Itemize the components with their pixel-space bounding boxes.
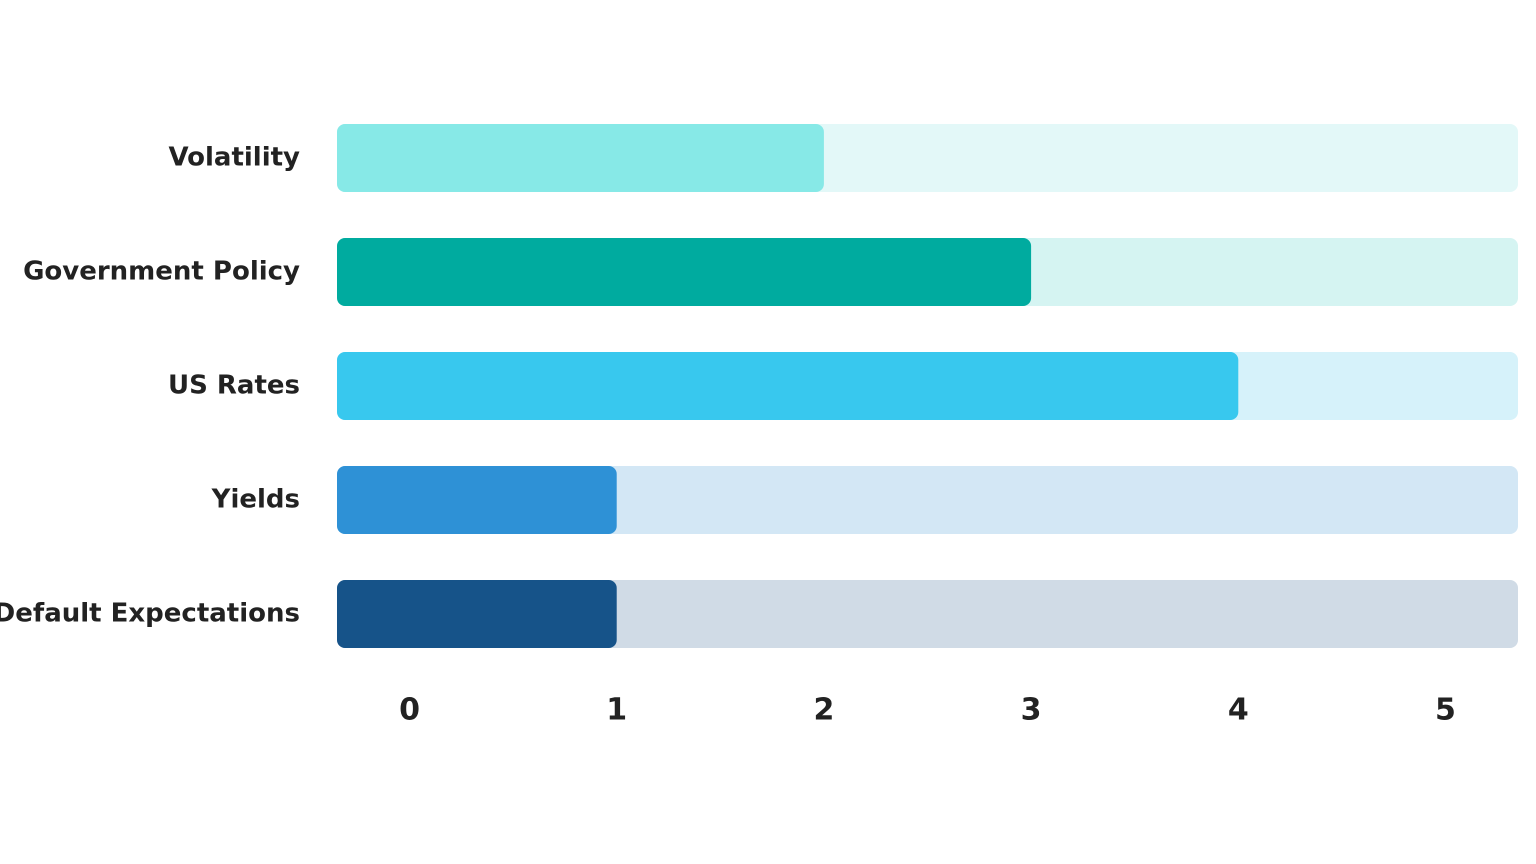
category-label: Default Expectations <box>0 599 300 629</box>
bar <box>337 466 617 534</box>
x-tick-label: 4 <box>1228 693 1249 728</box>
bar <box>337 124 824 192</box>
category-label: Yields <box>211 485 300 515</box>
bar <box>337 238 1032 306</box>
bar <box>337 580 617 648</box>
x-tick-label: 2 <box>813 693 834 728</box>
bar-track <box>337 466 1518 534</box>
category-label: Government Policy <box>23 257 300 287</box>
x-tick-label: 3 <box>1021 693 1042 728</box>
bar <box>337 352 1239 420</box>
bar-track <box>337 580 1518 648</box>
x-tick-label: 0 <box>399 693 420 728</box>
category-label: US Rates <box>168 371 300 401</box>
x-tick-label: 1 <box>606 693 627 728</box>
category-label: Volatility <box>168 143 300 173</box>
x-tick-label: 5 <box>1435 693 1456 728</box>
